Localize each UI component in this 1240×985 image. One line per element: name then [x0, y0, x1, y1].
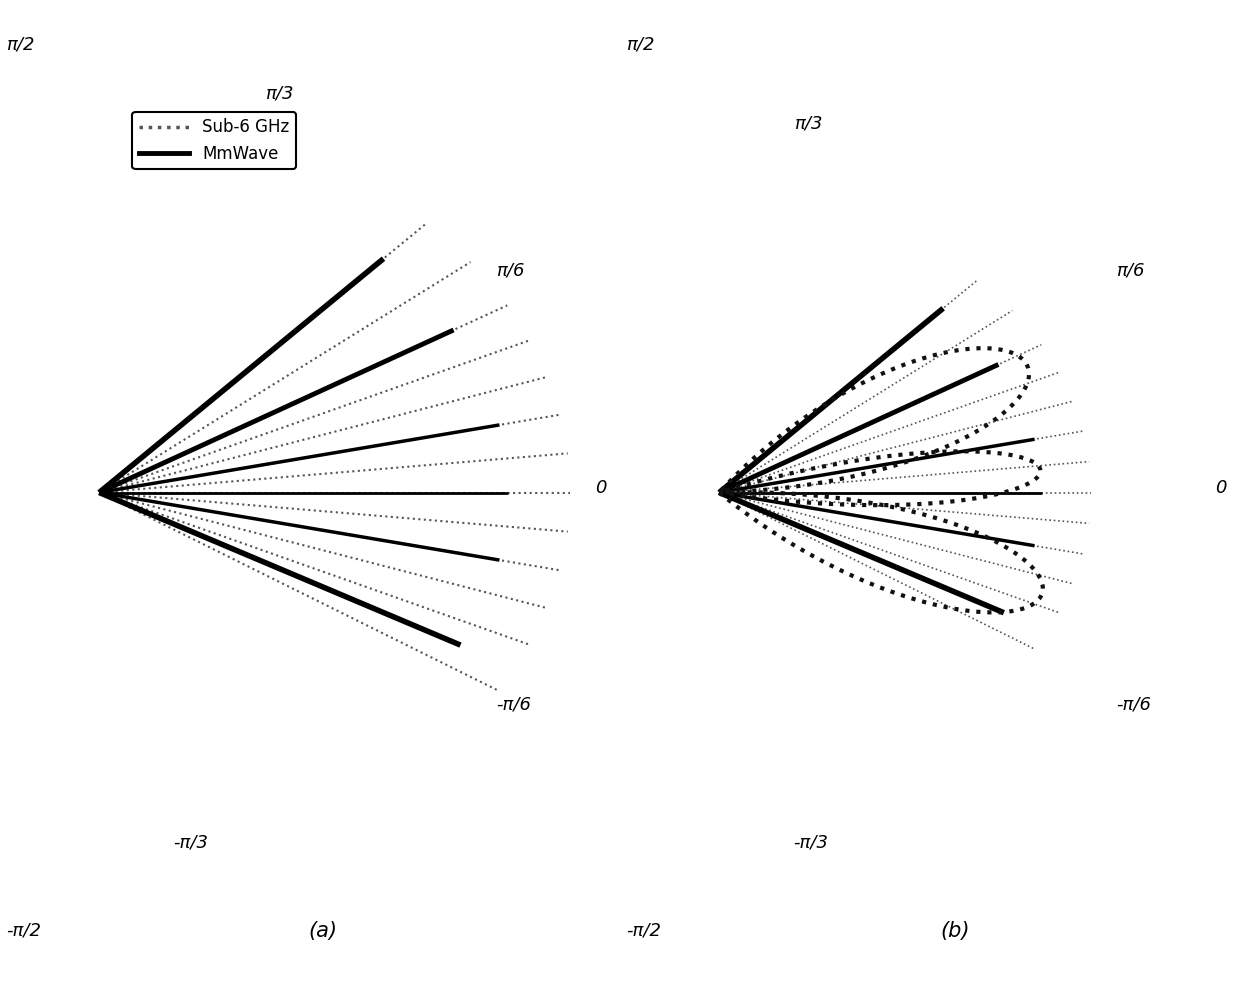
Text: -π/3: -π/3 — [794, 833, 828, 851]
Text: π/2: π/2 — [6, 35, 35, 53]
Text: -π/3: -π/3 — [174, 833, 208, 851]
Text: π/3: π/3 — [265, 85, 293, 102]
Text: (a): (a) — [308, 921, 337, 941]
Text: -π/2: -π/2 — [6, 922, 41, 940]
Text: -π/6: -π/6 — [1116, 695, 1151, 713]
Text: π/2: π/2 — [626, 35, 655, 53]
Text: π/6: π/6 — [496, 262, 525, 280]
Text: (b): (b) — [940, 921, 970, 941]
Text: π/3: π/3 — [794, 114, 822, 132]
Text: -π/6: -π/6 — [496, 695, 531, 713]
Legend: Sub-6 GHz, MmWave: Sub-6 GHz, MmWave — [133, 111, 296, 169]
Text: 0: 0 — [1215, 479, 1226, 496]
Text: 0: 0 — [595, 479, 606, 496]
Text: π/3: π/3 — [174, 114, 202, 132]
Text: π/6: π/6 — [1116, 262, 1145, 280]
Text: -π/2: -π/2 — [626, 922, 661, 940]
